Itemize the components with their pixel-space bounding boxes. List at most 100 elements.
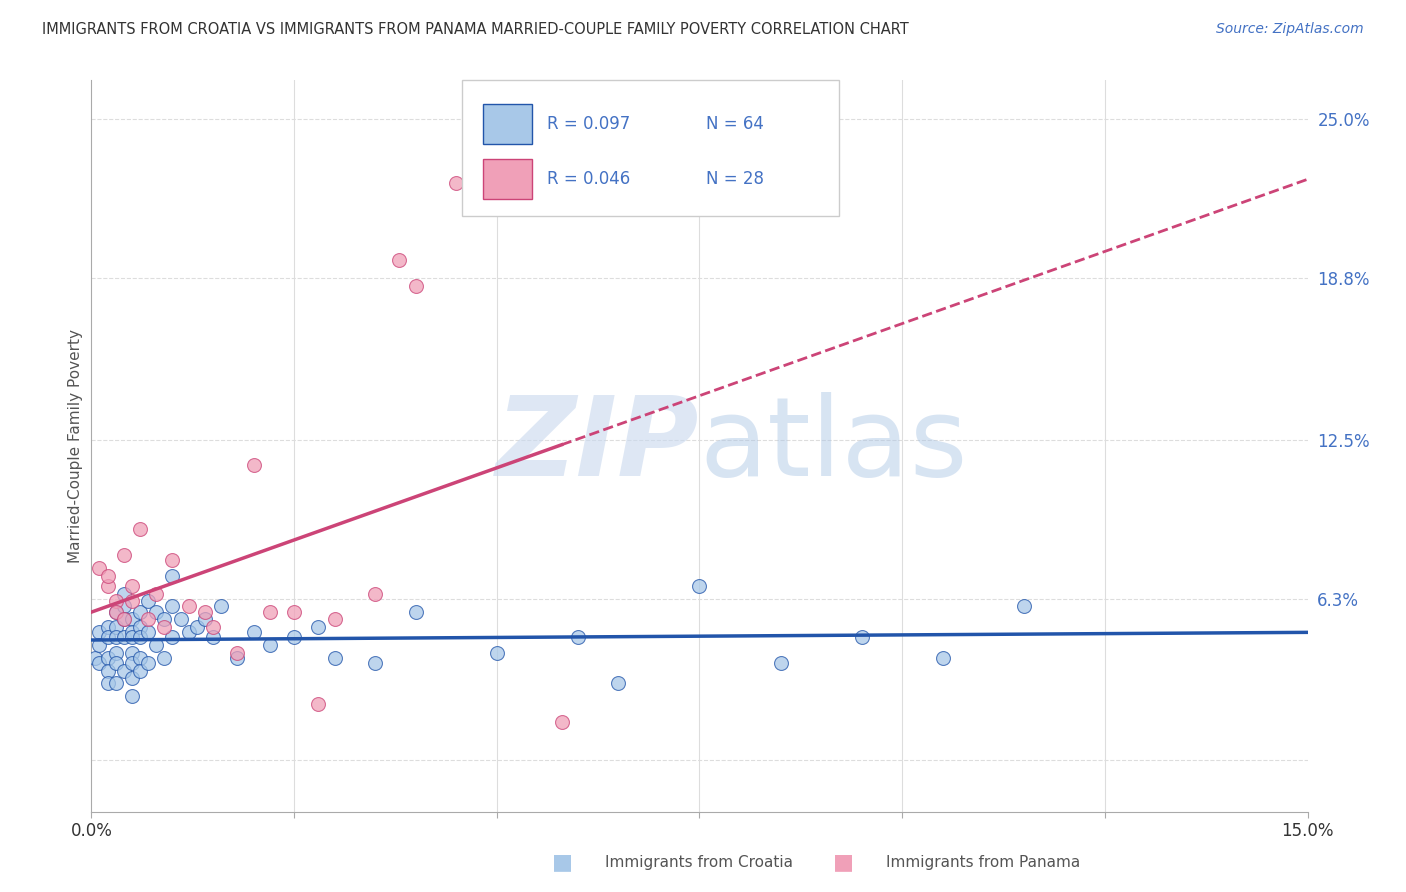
Point: [121, 690, 143, 704]
Point: [112, 612, 135, 626]
Point: [97, 579, 120, 593]
Point: [89, 625, 111, 640]
Point: [769, 656, 792, 670]
Point: [162, 630, 184, 644]
Point: [323, 612, 346, 626]
Point: [136, 594, 159, 608]
Point: [194, 605, 217, 619]
Point: [84, 650, 107, 665]
Point: [112, 599, 135, 614]
Point: [121, 579, 143, 593]
Point: [112, 548, 135, 562]
Point: [121, 646, 143, 660]
Point: [153, 612, 176, 626]
Point: [112, 630, 135, 644]
Point: [104, 605, 127, 619]
Text: Source: ZipAtlas.com: Source: ZipAtlas.com: [1216, 22, 1364, 37]
Point: [242, 625, 264, 640]
Point: [121, 656, 143, 670]
Point: [323, 650, 346, 665]
Point: [364, 586, 387, 600]
Point: [283, 630, 305, 644]
Point: [242, 458, 264, 473]
Point: [104, 656, 127, 670]
Point: [121, 625, 143, 640]
Point: [129, 620, 152, 634]
Point: [259, 605, 281, 619]
Text: ZIP: ZIP: [496, 392, 699, 500]
Point: [89, 638, 111, 652]
Point: [136, 612, 159, 626]
Text: N = 28: N = 28: [706, 170, 763, 188]
Text: atlas: atlas: [699, 392, 967, 500]
Point: [162, 599, 184, 614]
Point: [121, 594, 143, 608]
Point: [607, 676, 630, 690]
Point: [202, 630, 225, 644]
Point: [688, 579, 710, 593]
Point: [136, 656, 159, 670]
Point: [121, 630, 143, 644]
Point: [226, 650, 249, 665]
Point: [145, 605, 167, 619]
FancyBboxPatch shape: [484, 104, 531, 145]
Text: IMMIGRANTS FROM CROATIA VS IMMIGRANTS FROM PANAMA MARRIED-COUPLE FAMILY POVERTY : IMMIGRANTS FROM CROATIA VS IMMIGRANTS FR…: [42, 22, 908, 37]
Point: [202, 620, 225, 634]
Text: R = 0.097: R = 0.097: [547, 115, 631, 133]
Point: [145, 586, 167, 600]
Point: [129, 523, 152, 537]
Point: [169, 612, 191, 626]
Point: [307, 620, 329, 634]
Point: [89, 561, 111, 575]
FancyBboxPatch shape: [484, 159, 531, 199]
Point: [444, 176, 467, 190]
Point: [129, 630, 152, 644]
Point: [283, 605, 305, 619]
Point: [388, 252, 411, 267]
Y-axis label: Married-Couple Family Poverty: Married-Couple Family Poverty: [67, 329, 83, 563]
Point: [364, 656, 387, 670]
Point: [931, 650, 953, 665]
Point: [162, 553, 184, 567]
Point: [129, 650, 152, 665]
Point: [104, 676, 127, 690]
Point: [104, 646, 127, 660]
Point: [851, 630, 873, 644]
Point: [550, 714, 572, 729]
Point: [121, 612, 143, 626]
Point: [307, 697, 329, 711]
Point: [112, 612, 135, 626]
FancyBboxPatch shape: [463, 80, 839, 216]
Point: [97, 620, 120, 634]
Point: [121, 671, 143, 685]
Point: [177, 625, 200, 640]
Point: [129, 664, 152, 678]
Point: [104, 620, 127, 634]
Point: [177, 599, 200, 614]
Point: [567, 630, 589, 644]
Point: [97, 676, 120, 690]
Point: [485, 646, 508, 660]
Text: Immigrants from Panama: Immigrants from Panama: [886, 855, 1080, 870]
Point: [153, 620, 176, 634]
Point: [89, 656, 111, 670]
Text: Immigrants from Croatia: Immigrants from Croatia: [605, 855, 793, 870]
Point: [405, 605, 427, 619]
Point: [226, 646, 249, 660]
Point: [136, 625, 159, 640]
Point: [112, 586, 135, 600]
Text: ■: ■: [553, 853, 572, 872]
Point: [97, 664, 120, 678]
Text: N = 64: N = 64: [706, 115, 763, 133]
Point: [209, 599, 232, 614]
Text: ■: ■: [834, 853, 853, 872]
Point: [104, 605, 127, 619]
Point: [145, 638, 167, 652]
Point: [186, 620, 208, 634]
Point: [153, 650, 176, 665]
Point: [97, 630, 120, 644]
Point: [112, 664, 135, 678]
Point: [129, 605, 152, 619]
Point: [1012, 599, 1035, 614]
Point: [104, 594, 127, 608]
